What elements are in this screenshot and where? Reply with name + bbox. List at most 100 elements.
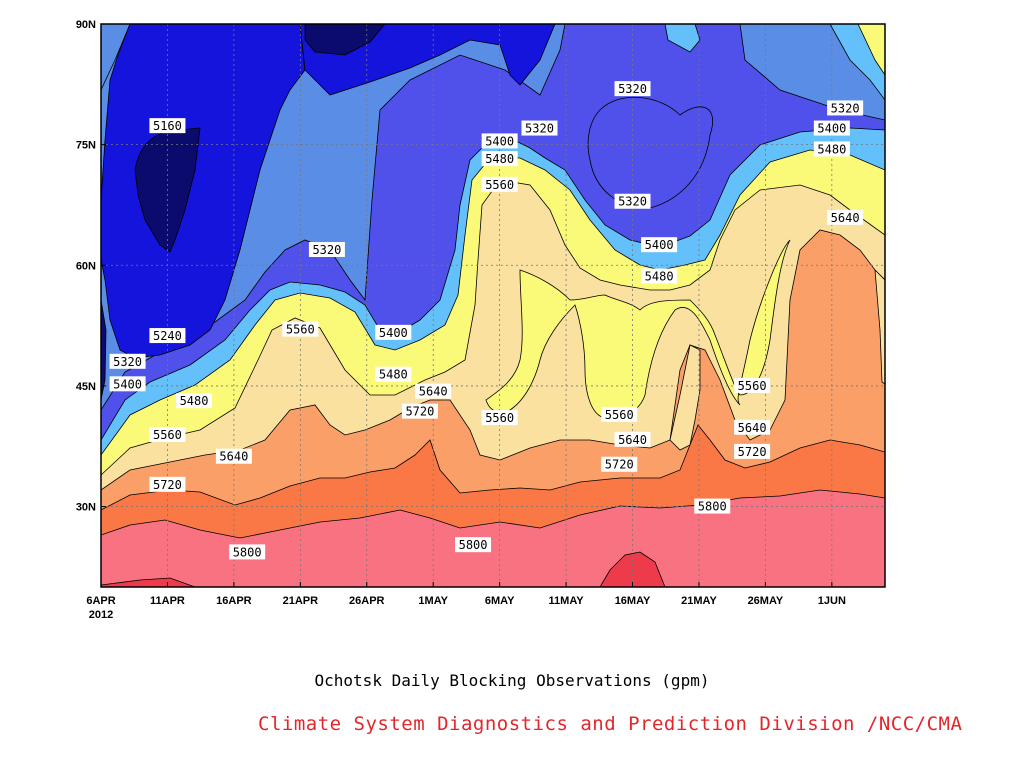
contour-label-text: 5400 <box>485 134 514 148</box>
band-5560-5640-pocket <box>669 344 701 451</box>
contour-label-text: 5800 <box>698 500 727 514</box>
contour-label-text: 5480 <box>379 368 408 382</box>
band-5560-5640-right <box>874 268 885 385</box>
contour-label-bg <box>601 456 638 472</box>
contour-label-bg <box>481 133 518 149</box>
contour-label: 5240 <box>149 328 186 344</box>
band-below-5160-left <box>101 299 107 401</box>
contour-label-bg <box>109 353 146 369</box>
contour-label: 5320 <box>109 353 146 369</box>
contour-label: 5160 <box>149 118 186 134</box>
band-5320-5400 <box>101 24 885 411</box>
contour-label: 5480 <box>641 268 678 284</box>
contour-label-text: 5320 <box>831 101 860 115</box>
x-tick-label: 11MAY <box>549 595 585 607</box>
contour-label: 5480 <box>176 393 213 409</box>
contour-label-text: 5480 <box>485 152 514 166</box>
contour-label-text: 5720 <box>405 405 434 419</box>
contour-label: 5720 <box>401 403 438 419</box>
contour-label-text: 5720 <box>738 445 767 459</box>
band-5160-5240 <box>101 24 306 359</box>
contour-label-text: 5400 <box>379 326 408 340</box>
band-5320-5400-topleft <box>101 24 131 91</box>
contour-label-bg <box>601 406 638 422</box>
y-axis: 30N 45N 60N 75N 90N <box>76 19 106 514</box>
contour-label-text: 5640 <box>219 450 248 464</box>
contour-label-bg <box>481 151 518 167</box>
contour-label-bg <box>694 498 731 514</box>
contour-label-bg <box>149 426 186 442</box>
contour-label: 5560 <box>734 377 771 393</box>
contour-label: 5560 <box>481 176 518 192</box>
contour-label-bg <box>734 419 771 435</box>
contour-label-text: 5320 <box>618 195 647 209</box>
contour-label-text: 5400 <box>817 122 846 136</box>
contour-label-text: 5560 <box>485 178 514 192</box>
contour-label-bg <box>215 448 252 464</box>
contour-label-text: 5320 <box>525 122 554 136</box>
contour-label-bg <box>375 366 412 382</box>
contour-label: 5400 <box>813 120 850 136</box>
x-tick-label: 26APR <box>349 595 385 607</box>
x-tick-label: 6APR <box>86 595 115 607</box>
x-tick-label: 16MAY <box>615 595 651 607</box>
contour-label-text: 5640 <box>738 421 767 435</box>
contour-label-text: 5800 <box>459 538 488 552</box>
contour-label-text: 5720 <box>153 478 182 492</box>
contour-label-bg <box>827 209 864 225</box>
contour-label: 5320 <box>614 81 651 97</box>
x-axis: 6APR 2012 11APR 16APR 21APR 26APR 1MAY 6MAY 11MA… <box>86 582 846 621</box>
y-tick-label: 90N <box>76 19 96 31</box>
contour-label-bg <box>481 176 518 192</box>
contour-label-text: 5560 <box>605 408 634 422</box>
contour-label-text: 5320 <box>312 243 341 257</box>
contour-label-text: 5560 <box>286 323 315 337</box>
contour-label-bg <box>308 242 345 258</box>
credit-line: Climate System Diagnostics and Predictio… <box>258 713 963 735</box>
contour-label: 5640 <box>827 209 864 225</box>
contour-label: 5480 <box>375 366 412 382</box>
band-5480-5560-topright <box>857 24 885 76</box>
contour-label-bg <box>521 120 558 136</box>
contour-label-bg <box>176 393 213 409</box>
contour-fills <box>101 24 885 587</box>
contour-label-bg <box>641 268 678 284</box>
band-above-5880-left <box>101 577 196 587</box>
contour-label: 5720 <box>149 476 186 492</box>
contour-label-text: 5640 <box>618 433 647 447</box>
contour-label-bg <box>827 100 864 116</box>
contour-label: 5640 <box>415 383 452 399</box>
contour-label-text: 5640 <box>831 211 860 225</box>
contour-label-bg <box>734 377 771 393</box>
contour-label-bg <box>614 81 651 97</box>
contour-label: 5720 <box>601 456 638 472</box>
contour-label-text: 5480 <box>817 142 846 156</box>
contour-label: 5560 <box>481 410 518 426</box>
contour-label-bg <box>415 383 452 399</box>
contour-label-text: 5560 <box>485 411 514 425</box>
contour-label-text: 5400 <box>113 377 142 391</box>
contour-label: 5320 <box>308 242 345 258</box>
contour-label-bg <box>641 237 678 253</box>
x-tick-label: 26MAY <box>748 595 784 607</box>
contour-label: 5400 <box>375 324 412 340</box>
contour-label: 5320 <box>521 120 558 136</box>
contour-label: 5640 <box>734 419 771 435</box>
contour-label-text: 5560 <box>153 428 182 442</box>
contour-label: 5640 <box>614 431 651 447</box>
x-tick-label: 21MAY <box>681 595 717 607</box>
x-tick-label: 1JUN <box>818 595 846 607</box>
contour-label-text: 5720 <box>605 458 634 472</box>
contour-label-bg <box>481 410 518 426</box>
contour-label-bg <box>813 141 850 157</box>
chart-title: Ochotsk Daily Blocking Observations (gpm… <box>314 671 710 690</box>
contour-label-text: 5160 <box>153 119 182 133</box>
contour-label-text: 5800 <box>233 545 262 559</box>
x-tick-label: 11APR <box>150 595 185 607</box>
y-tick-label: 60N <box>76 260 96 272</box>
contour-label-text: 5320 <box>113 355 142 369</box>
contour-label-bg <box>109 376 146 392</box>
contour-label: 5800 <box>229 544 266 560</box>
contour-label-bg <box>229 544 266 560</box>
